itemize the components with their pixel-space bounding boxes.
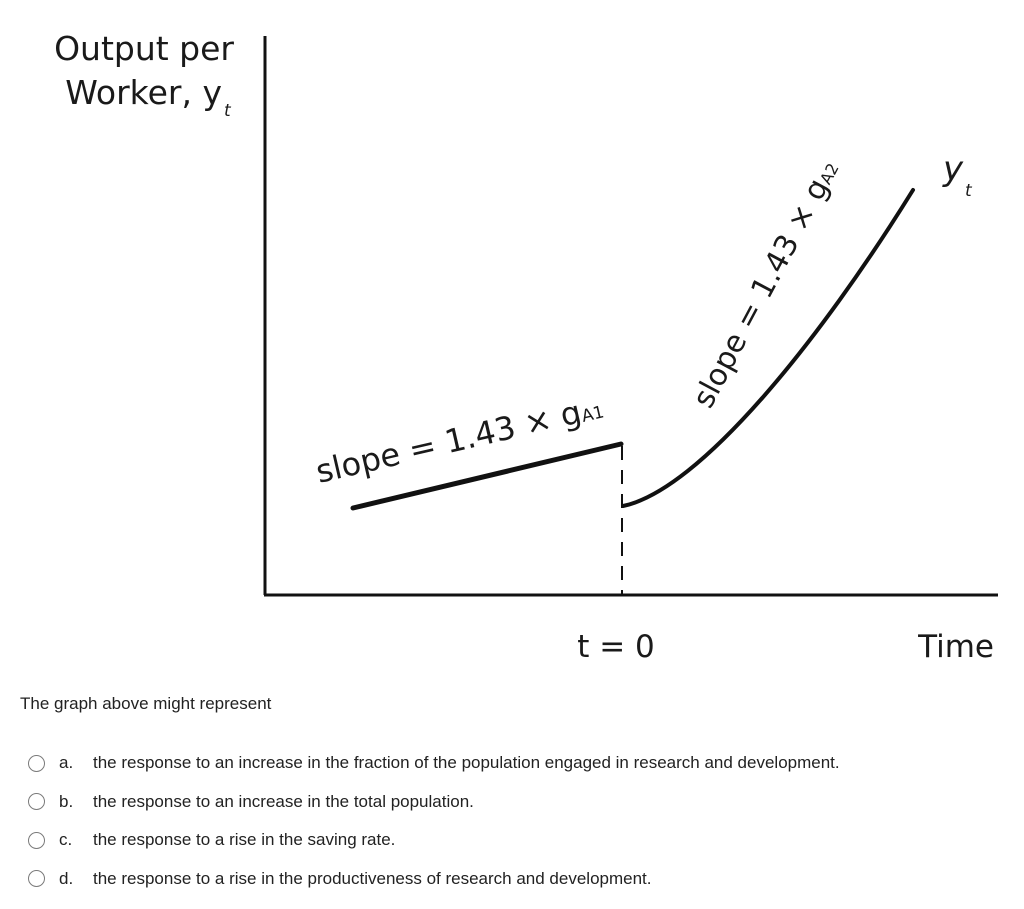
option-d-letter: d. [59,868,74,888]
option-a-letter: a. [59,753,74,773]
curve-label-subscript: t [965,181,973,201]
svg-text:slope = 1.43 × gA2: slope = 1.43 × gA2 [686,154,846,413]
answer-options: a. the response to an increase in the fr… [28,744,840,898]
option-d[interactable]: d. the response to a rise in the product… [28,860,840,899]
growth-path-after [621,188,915,508]
option-a-radio[interactable] [28,754,45,772]
t0-label: t = 0 [577,629,655,665]
y-axis-label-line1: Output per [54,29,234,68]
option-c-letter: c. [59,830,73,850]
slope-after-label: slope = 1.43 × gA2 [686,154,846,414]
x-axis-label: Time [917,629,994,665]
curve-label: y [942,149,964,189]
y-axis-label-subscript: t [224,101,232,121]
question-text: The graph above might represent [20,694,272,713]
option-c-radio[interactable] [28,831,45,849]
option-b-letter: b. [59,791,74,811]
growth-diagram: Output per Worker, y t slope = 1.43 × gA… [54,29,998,665]
y-axis-label-line2: Worker, y [65,73,222,112]
slope-before-label: slope = 1.43 × gA1 [312,388,606,491]
option-d-radio[interactable] [28,870,45,888]
growth-path-before [350,441,624,511]
option-a-text: the response to an increase in the fract… [93,753,840,773]
option-c-text: the response to a rise in the saving rat… [93,830,396,850]
option-b[interactable]: b. the response to an increase in the to… [28,783,840,822]
option-a[interactable]: a. the response to an increase in the fr… [28,744,840,783]
option-d-text: the response to a rise in the productive… [93,868,652,888]
option-b-text: the response to an increase in the total… [93,791,474,811]
option-b-radio[interactable] [28,793,45,811]
option-c[interactable]: c. the response to a rise in the saving … [28,821,840,860]
svg-text:slope = 1.43 × gA1: slope = 1.43 × gA1 [312,388,606,491]
